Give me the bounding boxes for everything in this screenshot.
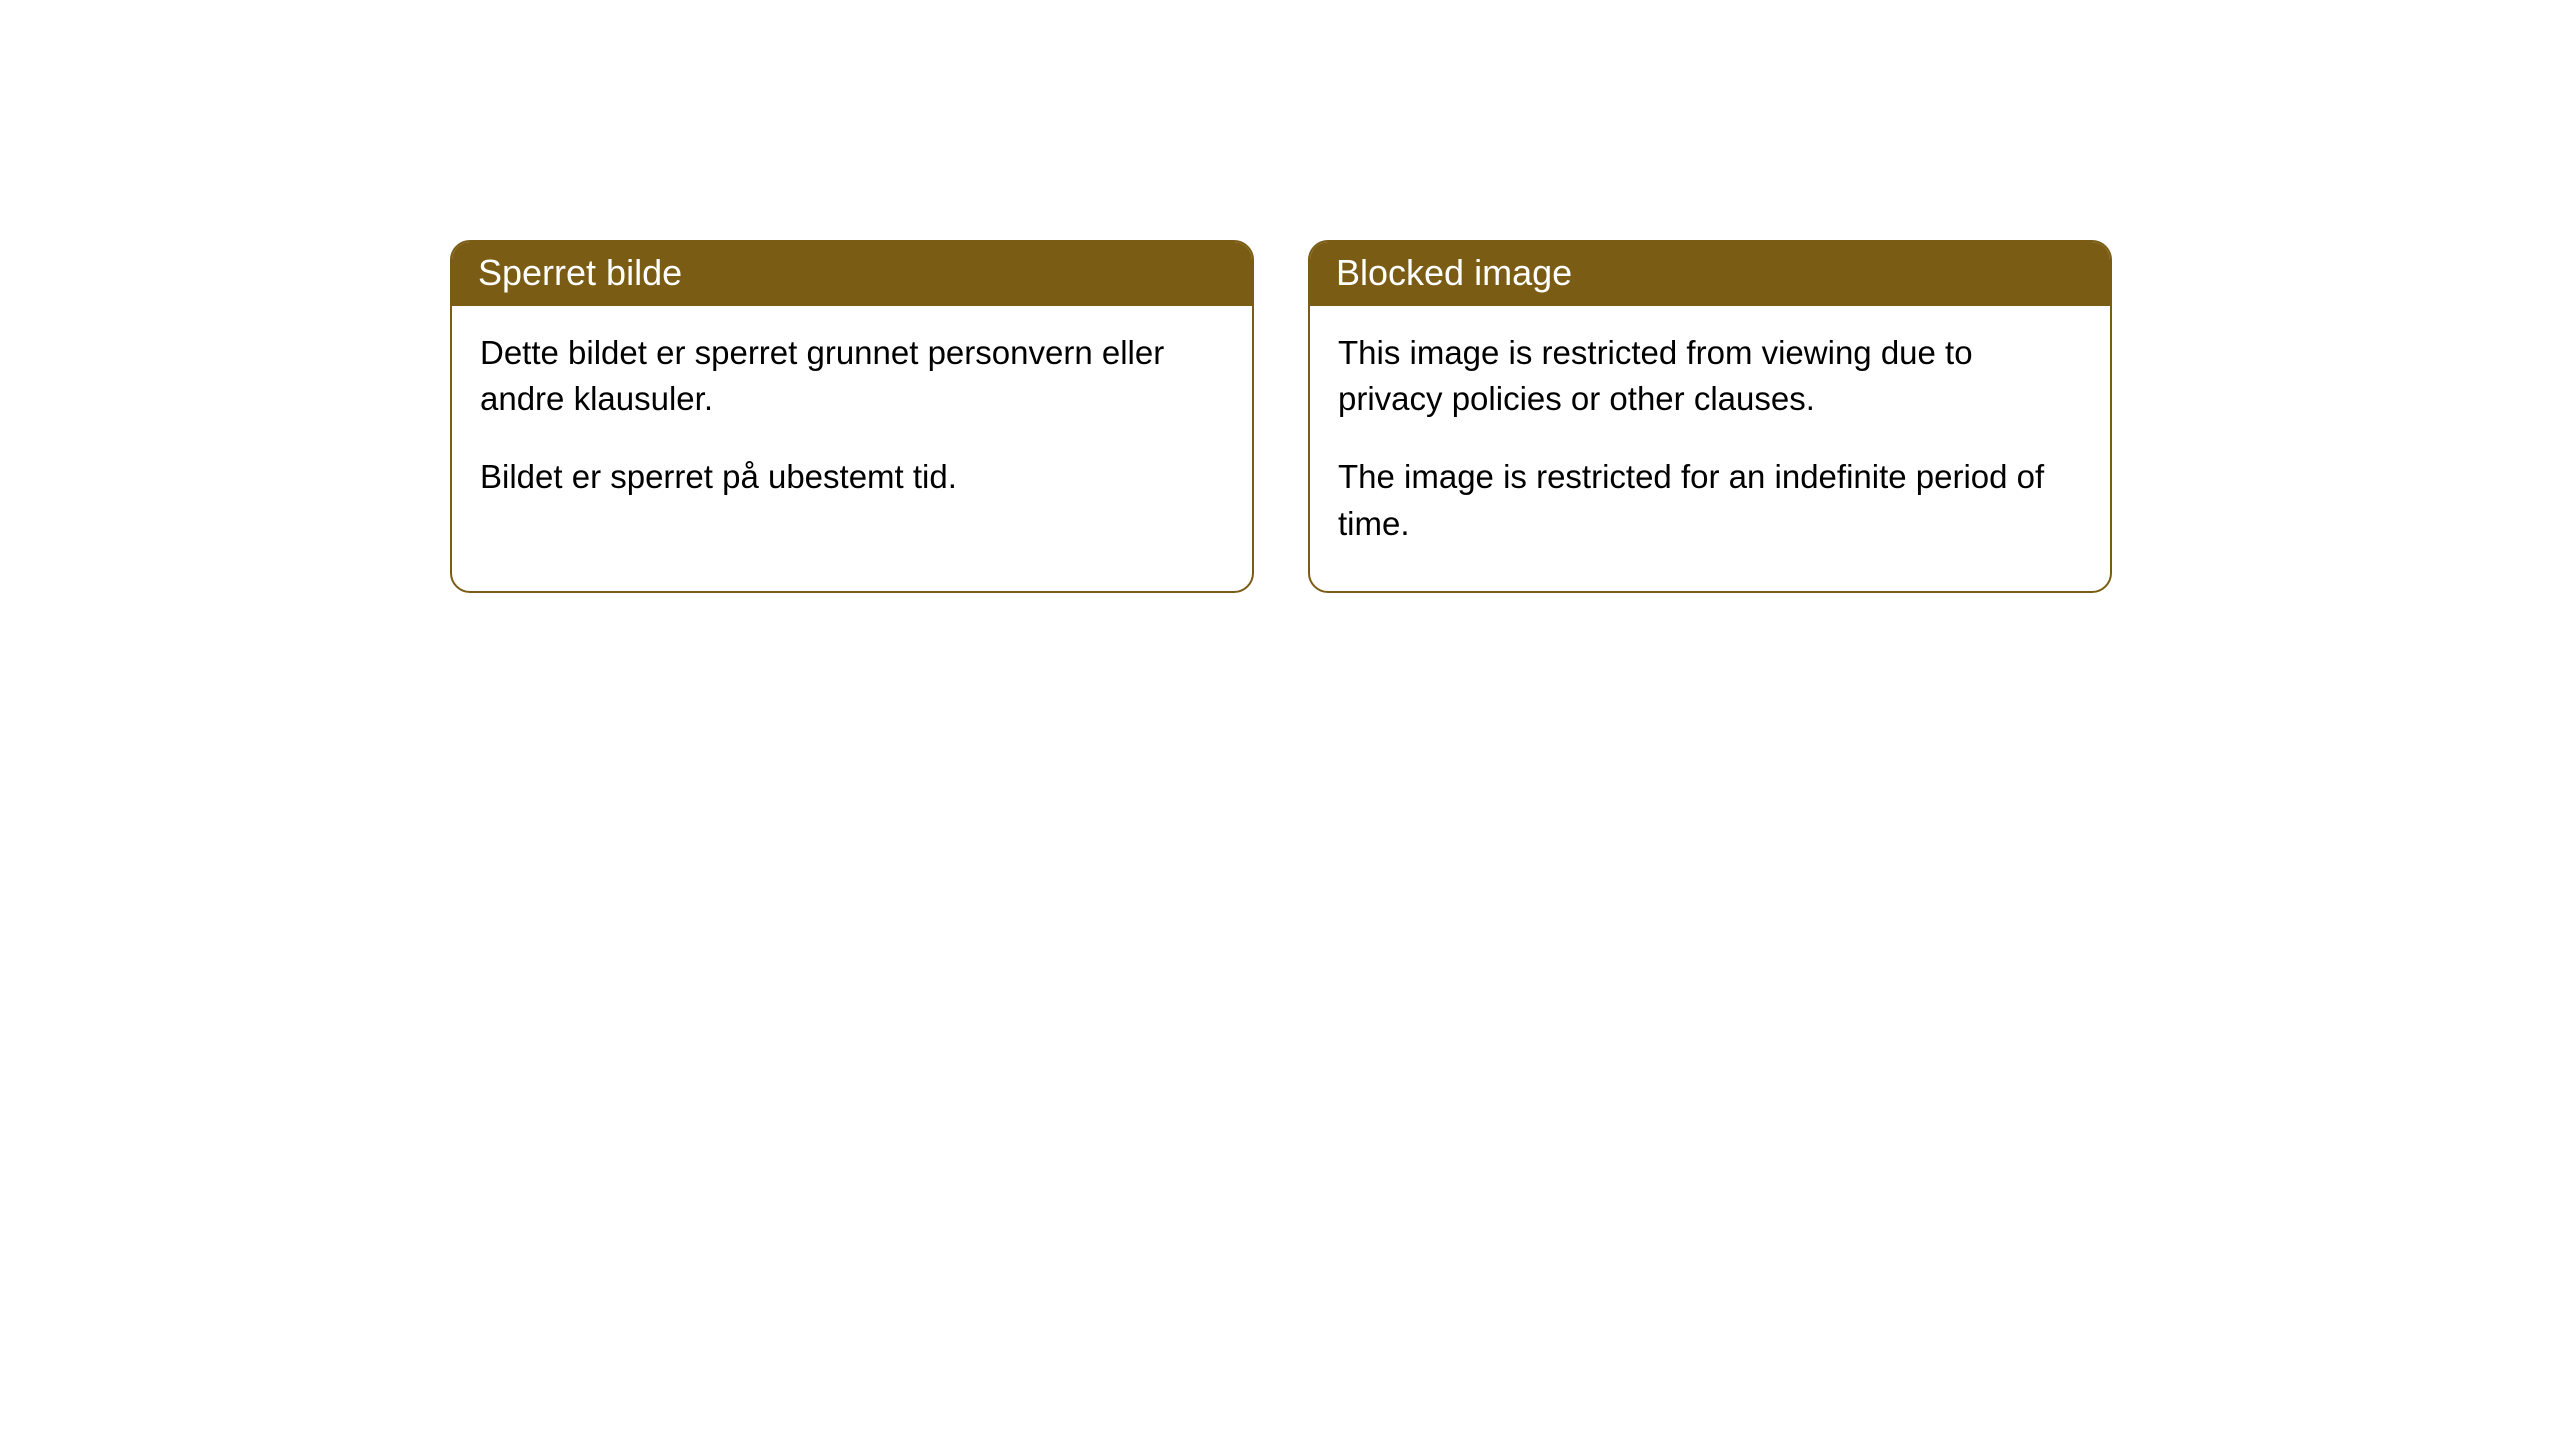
notice-paragraph-2: Bildet er sperret på ubestemt tid.	[480, 454, 1224, 500]
notice-paragraph-1: This image is restricted from viewing du…	[1338, 330, 2082, 422]
notice-card-english: Blocked image This image is restricted f…	[1308, 240, 2112, 593]
notice-body: Dette bildet er sperret grunnet personve…	[452, 306, 1252, 545]
notice-header: Blocked image	[1310, 242, 2110, 306]
notice-container: Sperret bilde Dette bildet er sperret gr…	[0, 0, 2560, 593]
notice-paragraph-1: Dette bildet er sperret grunnet personve…	[480, 330, 1224, 422]
notice-paragraph-2: The image is restricted for an indefinit…	[1338, 454, 2082, 546]
notice-card-norwegian: Sperret bilde Dette bildet er sperret gr…	[450, 240, 1254, 593]
notice-header: Sperret bilde	[452, 242, 1252, 306]
notice-body: This image is restricted from viewing du…	[1310, 306, 2110, 591]
